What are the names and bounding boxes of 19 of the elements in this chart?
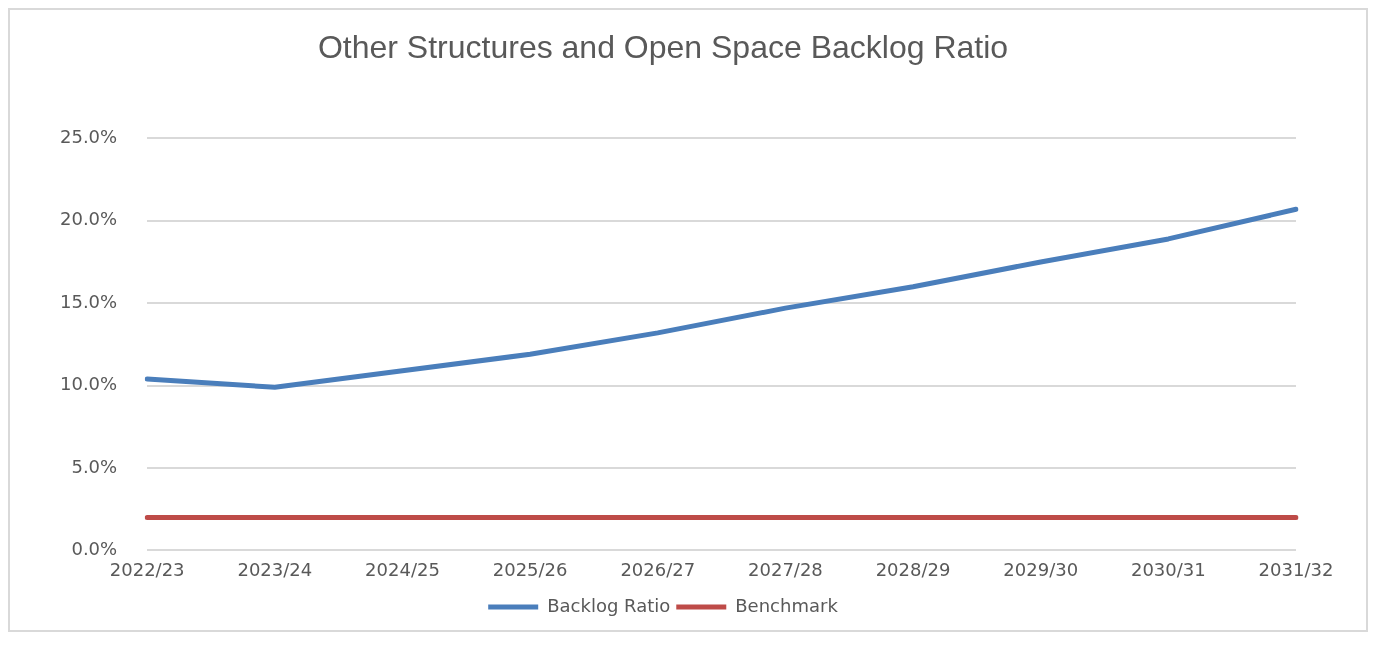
x-tick-label: 2027/28 [748,558,823,580]
x-tick-label: 2024/25 [365,558,440,580]
x-tick-label: 2026/27 [620,558,696,580]
legend-label: Backlog Ratio [547,594,671,616]
x-tick-label: 2031/32 [1258,558,1334,580]
y-tick-label: 5.0% [71,455,118,477]
legend-label: Benchmark [735,594,839,616]
x-tick-label: 2029/30 [1003,558,1079,580]
x-tick-label: 2028/29 [875,558,951,580]
x-tick-label: 2023/24 [237,558,313,580]
y-tick-label: 15.0% [59,290,118,312]
y-tick-label: 25.0% [59,126,118,148]
x-tick-label: 2025/26 [492,558,568,580]
y-tick-label: 0.0% [71,538,118,560]
chart-title: Other Structures and Open Space Backlog Ratio [317,29,1009,66]
x-tick-label: 2022/23 [109,558,185,580]
y-tick-label: 20.0% [59,208,118,230]
y-tick-label: 10.0% [59,373,118,395]
x-tick-label: 2030/31 [1130,558,1206,580]
